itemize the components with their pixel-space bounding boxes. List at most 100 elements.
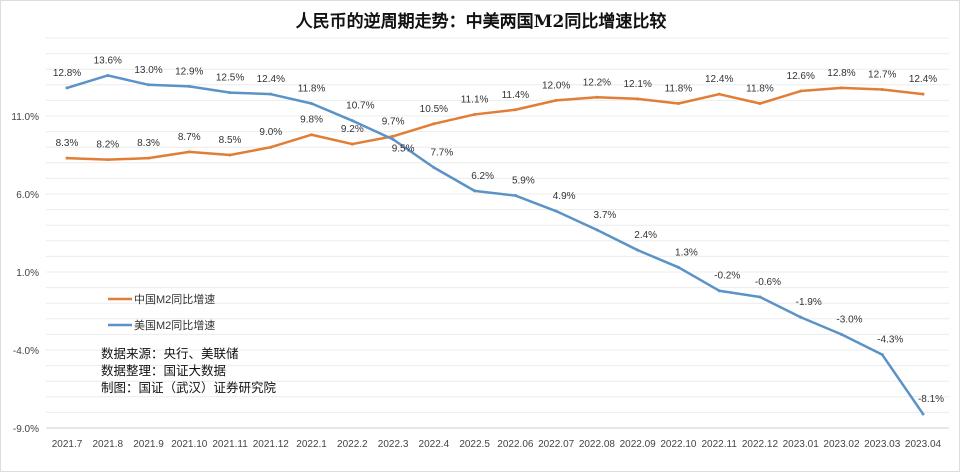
x-tick-label: 2021.9 (133, 439, 164, 450)
data-label: 12.1% (623, 79, 651, 90)
data-point (595, 95, 599, 99)
data-point (310, 133, 314, 137)
data-label: 10.7% (346, 101, 374, 112)
data-label: 2.4% (634, 230, 657, 241)
y-tick-label: 11.0% (11, 112, 39, 123)
data-label: 6.2% (471, 171, 494, 182)
legend-label: 中国M2同比增速 (134, 292, 215, 306)
x-tick-label: 2023.02 (823, 439, 860, 450)
data-label: -3.0% (836, 314, 862, 325)
series-line-us (66, 74, 925, 415)
data-label: 12.5% (216, 73, 244, 84)
data-point (758, 102, 762, 106)
data-label: 12.2% (583, 77, 611, 88)
data-point (106, 158, 110, 162)
data-point (880, 87, 884, 91)
note-producer: 制图：国证（武汉）证券研究院 (101, 380, 277, 395)
data-point (513, 108, 517, 112)
data-point (391, 134, 395, 138)
data-label: 4.9% (553, 191, 576, 202)
series-line-china (66, 86, 924, 161)
x-tick-label: 2022.1 (296, 439, 327, 450)
note-compiled: 数据整理：国证大数据 (101, 363, 227, 378)
data-point (310, 102, 314, 106)
x-tick-label: 2023.04 (905, 439, 942, 450)
x-tick-label: 2021.7 (52, 439, 83, 450)
x-tick-label: 2022.5 (459, 439, 490, 450)
chart-title: 人民币的逆周期走势：中美两国M2同比增速比较 (295, 12, 667, 32)
data-point (554, 209, 558, 213)
data-point (269, 92, 273, 96)
data-point (350, 142, 354, 146)
data-point (147, 83, 151, 87)
data-point (717, 92, 721, 96)
data-point (595, 228, 599, 232)
data-label: -0.6% (755, 277, 781, 288)
x-tick-label: 2022.09 (620, 439, 657, 450)
data-point (717, 289, 721, 293)
data-point (554, 98, 558, 102)
x-tick-label: 2022.3 (378, 439, 409, 450)
x-tick-label: 2021.12 (253, 439, 290, 450)
data-label: 1.3% (675, 247, 698, 258)
data-point (473, 112, 477, 116)
data-point (921, 412, 925, 416)
data-point (880, 353, 884, 357)
data-label: 10.5% (420, 104, 448, 115)
data-label: 12.7% (868, 69, 896, 80)
x-tick-label: 2022.4 (419, 439, 450, 450)
x-tick-label: 2021.10 (171, 439, 208, 450)
data-point (921, 92, 925, 96)
data-point (65, 156, 69, 160)
data-point (839, 86, 843, 90)
data-label: 7.7% (430, 147, 453, 158)
x-tick-label: 2022.2 (337, 439, 368, 450)
data-label: 8.3% (56, 138, 79, 149)
data-label: 12.9% (175, 66, 203, 77)
data-point (228, 153, 232, 157)
y-tick-label: 1.0% (16, 268, 39, 279)
x-tick-label: 2023.03 (864, 439, 901, 450)
data-point (799, 89, 803, 93)
x-tick-label: 2022.12 (742, 439, 779, 450)
data-label: -1.9% (796, 297, 822, 308)
data-label: 12.8% (827, 68, 855, 79)
data-label: 8.7% (178, 132, 201, 143)
data-label: 12.8% (53, 68, 81, 79)
data-label: 13.6% (94, 55, 122, 66)
x-tick-label: 2021.11 (212, 439, 248, 450)
data-point (350, 119, 354, 123)
data-label: 13.0% (134, 65, 162, 76)
data-label: 8.2% (96, 140, 119, 151)
data-label: 8.5% (219, 135, 242, 146)
data-label: -4.3% (877, 335, 903, 346)
data-point (839, 332, 843, 336)
data-point (187, 84, 191, 88)
data-label: -8.1% (918, 394, 944, 405)
legend-label: 美国M2同比增速 (134, 318, 215, 332)
data-point (676, 102, 680, 106)
x-tick-label: 2023.01 (783, 439, 820, 450)
x-tick-label: 2021.8 (92, 439, 123, 450)
y-tick-label: -9.0% (13, 424, 39, 435)
y-tick-label: 6.0% (16, 190, 39, 201)
data-label: 5.9% (512, 176, 535, 187)
data-label: 11.4% (502, 90, 530, 101)
data-label: 9.7% (382, 116, 405, 127)
data-point (799, 315, 803, 319)
data-point (65, 86, 69, 90)
data-label: 9.8% (300, 115, 323, 126)
data-point (473, 189, 477, 193)
x-tick-label: 2022.07 (538, 439, 575, 450)
data-point (676, 265, 680, 269)
data-point (432, 165, 436, 169)
y-tick-label: -4.0% (13, 346, 39, 357)
data-point (513, 194, 517, 198)
data-label: 11.8% (746, 84, 774, 95)
data-point (432, 122, 436, 126)
data-label: 12.0% (542, 80, 570, 91)
data-point (758, 295, 762, 299)
data-label: 9.2% (341, 124, 364, 135)
data-label: 12.4% (705, 74, 733, 85)
